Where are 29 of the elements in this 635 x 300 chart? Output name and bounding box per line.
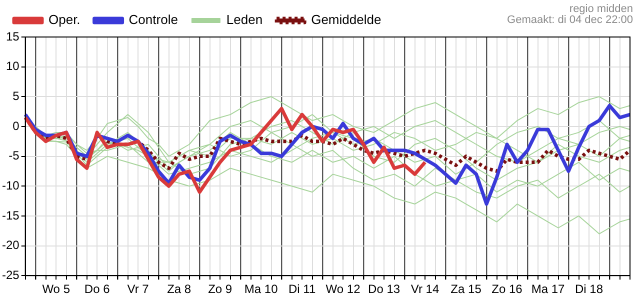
legend-label: Leden: [226, 12, 263, 28]
x-tick-label: Wo 12: [326, 282, 361, 296]
text: regio midden: [569, 3, 633, 16]
x-tick-label: Wo 5: [42, 282, 70, 296]
x-tick-label: Do 6: [84, 282, 110, 296]
x-tick-label: Do 13: [368, 282, 400, 296]
x-tick-label: Di 11: [288, 282, 316, 296]
legend-label: Controle: [128, 12, 178, 28]
y-tick-label: 0: [12, 118, 20, 133]
y-tick-label: -10: [2, 178, 20, 192]
y-tick-label: 10: [6, 59, 20, 74]
x-tick-label: Vr 7: [127, 282, 150, 296]
y-tick-label: -5: [8, 148, 20, 163]
x-tick-label: Ma 10: [244, 282, 278, 296]
y-tick-label: 15: [6, 29, 20, 44]
x-tick-label: Di 18: [575, 282, 604, 296]
x-tick-label: Za 8: [167, 282, 192, 296]
legend-label: Gemiddelde: [311, 12, 382, 28]
y-tick-label: -15: [2, 208, 20, 222]
legend-label: Oper.: [48, 12, 80, 28]
y-tick-label: -20: [2, 238, 20, 252]
y-tick-label: 5: [12, 88, 20, 103]
x-tick-label: Ma 17: [531, 282, 566, 296]
y-tick-label: -25: [2, 268, 20, 282]
text: Gemaakt: di 04 dec 22:00: [507, 14, 633, 26]
x-tick-label: Zo 16: [492, 282, 523, 296]
x-tick-label: Za 15: [450, 282, 482, 296]
x-tick-label: Vr 14: [410, 282, 440, 296]
x-tick-label: Zo 9: [208, 282, 232, 296]
